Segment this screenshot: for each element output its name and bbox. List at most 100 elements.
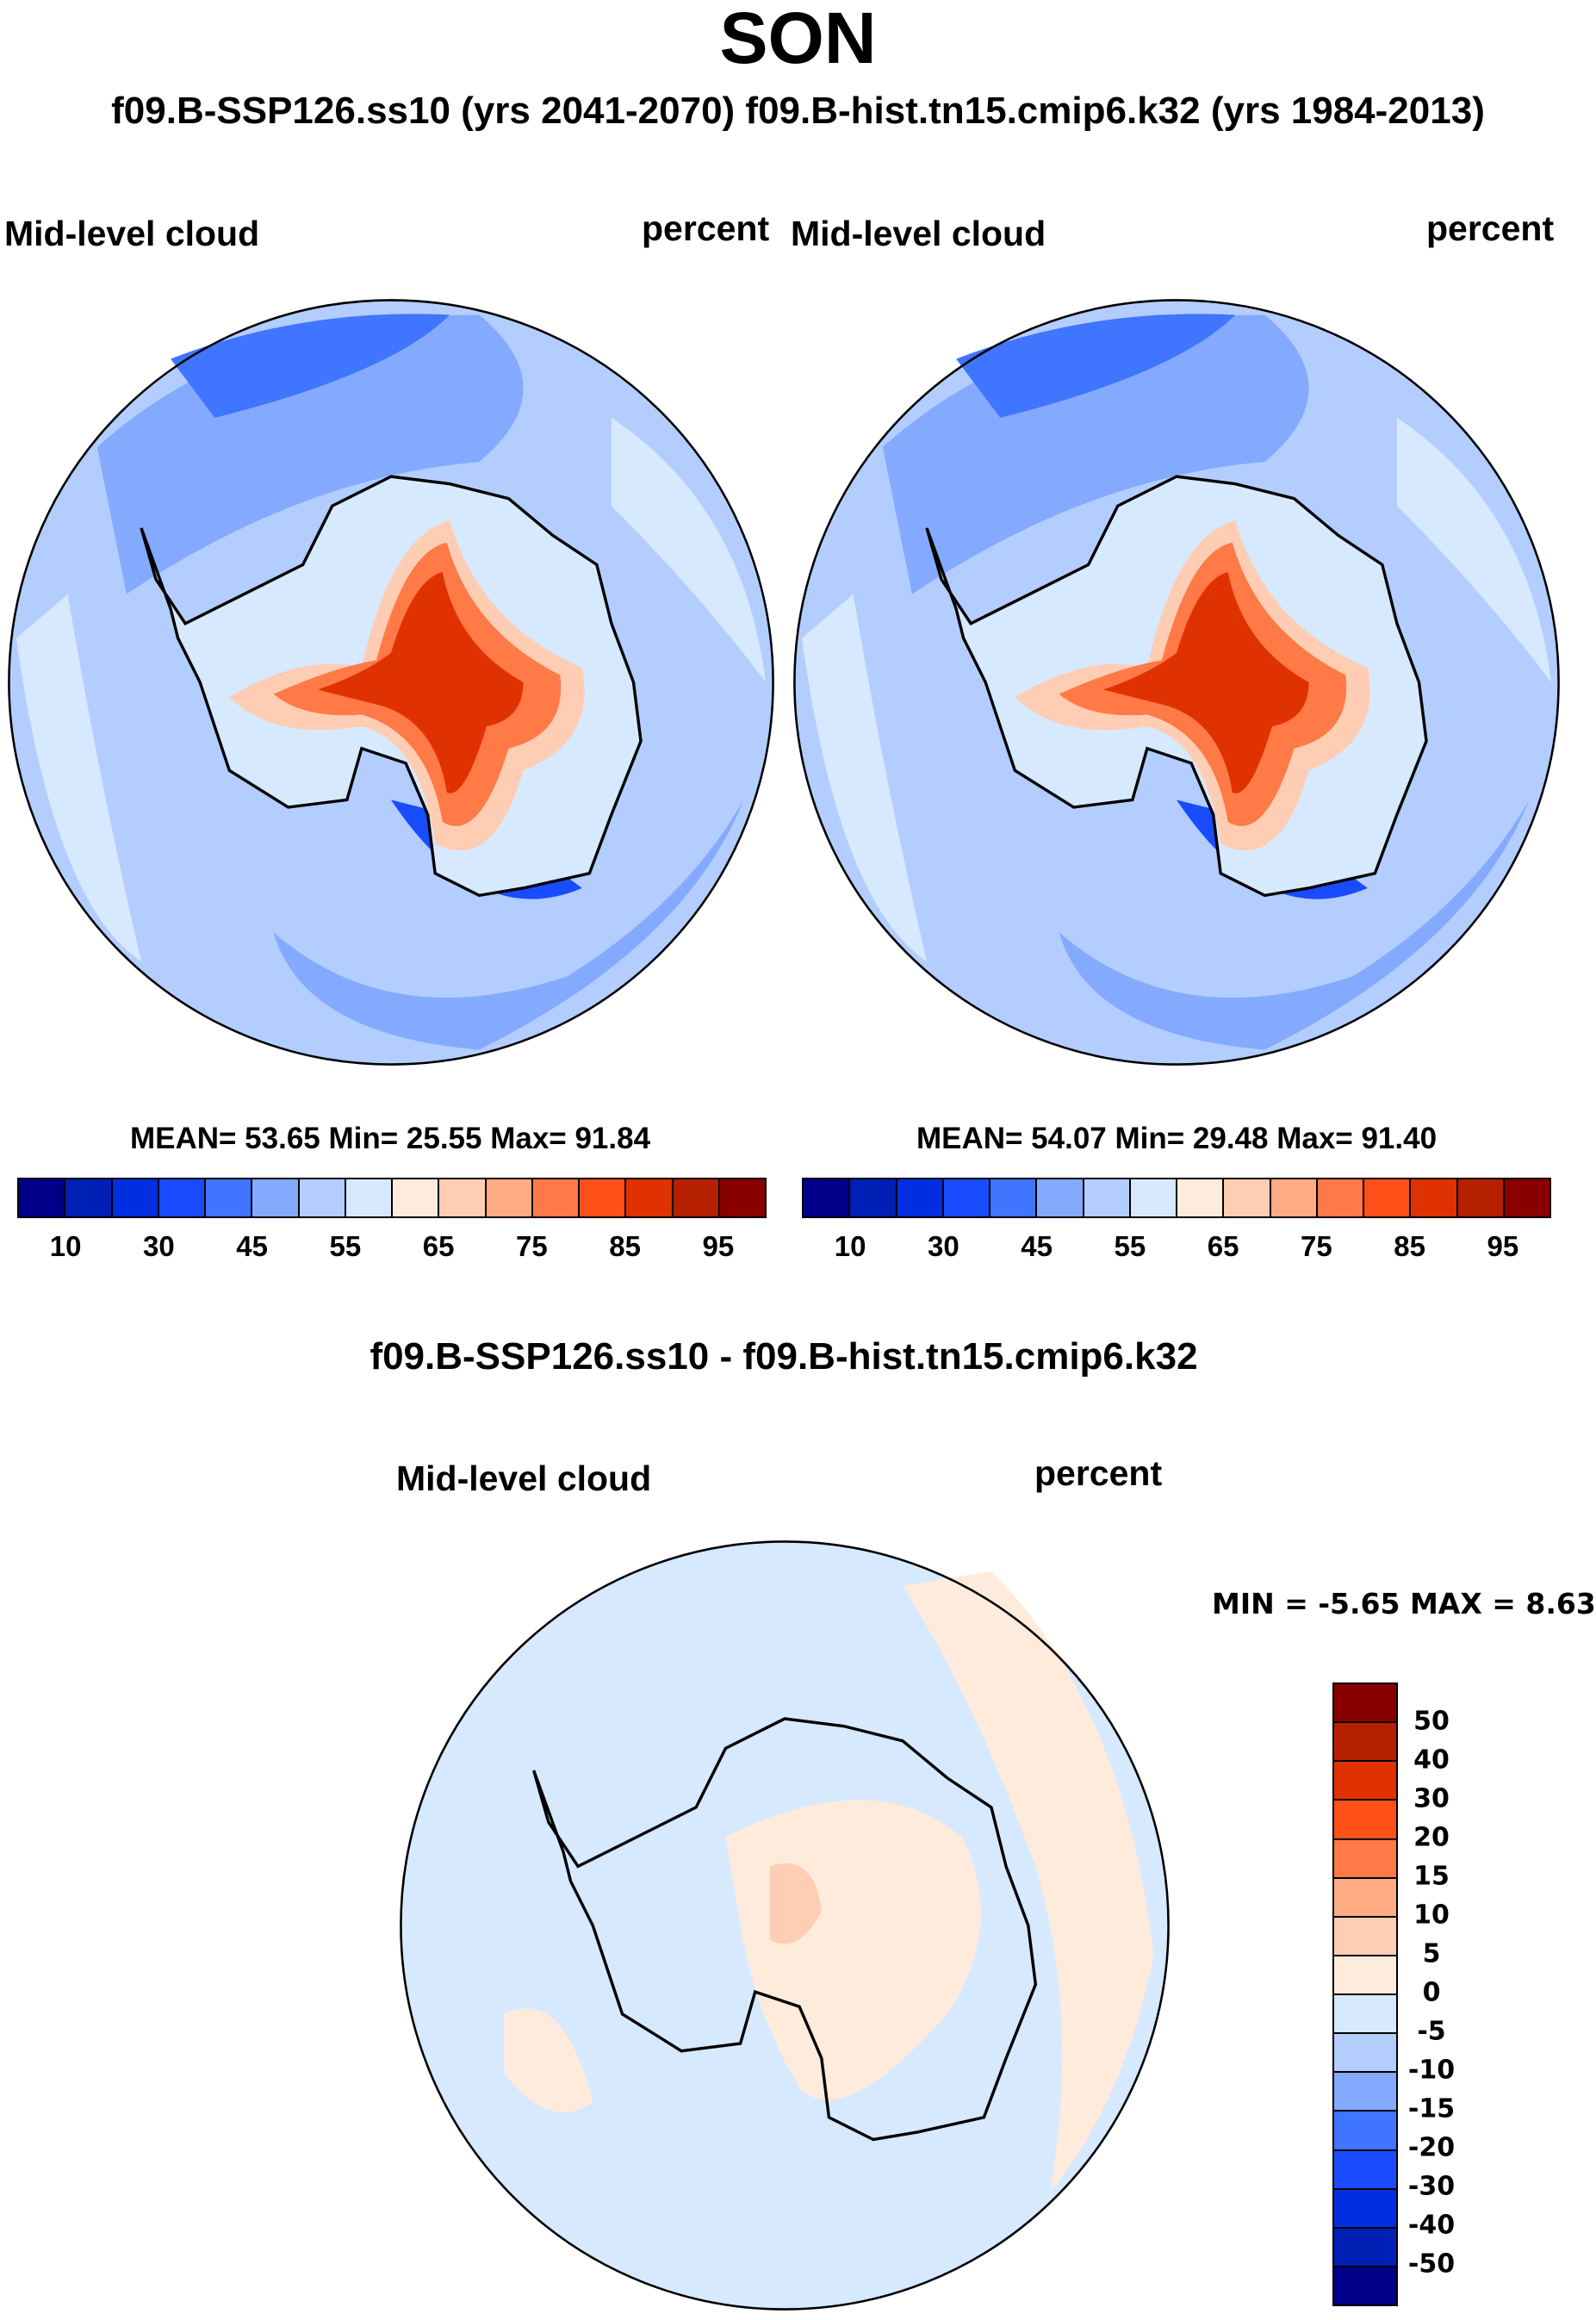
- panel2-polar-map: [793, 299, 1560, 1066]
- colorbar-tick-label: 95: [1487, 1230, 1519, 1262]
- colorbar-tick-label: 75: [516, 1230, 548, 1262]
- colorbar-tick-label: 10: [1413, 1900, 1450, 1931]
- figure-title: SON: [719, 0, 877, 78]
- colorbar-box: [1334, 2267, 1396, 2304]
- panel2-units: percent: [1426, 208, 1555, 248]
- antarctica-coastline: [925, 475, 1428, 898]
- colorbar-box: [1224, 1179, 1271, 1216]
- diff-units: percent: [1034, 1453, 1163, 1493]
- colorbar-box: [1364, 1179, 1412, 1216]
- colorbar-box: [1317, 1179, 1364, 1216]
- diff-stats: MIN = -5.65 MAX = 8.63: [1212, 1587, 1596, 1620]
- colorbar-box: [1334, 2073, 1396, 2112]
- panel1-colorbar: [17, 1178, 767, 1218]
- colorbar-box: [1130, 1179, 1177, 1216]
- colorbar-box: [1334, 2034, 1396, 2074]
- map-boundary: [8, 299, 774, 1066]
- colorbar-box: [1177, 1179, 1225, 1216]
- colorbar-tick-label: 30: [928, 1230, 959, 1262]
- colorbar-box: [897, 1179, 944, 1216]
- colorbar-tick-label: 40: [1413, 1745, 1450, 1776]
- colorbar-tick-label: -5: [1417, 2016, 1446, 2047]
- colorbar-tick-label: -40: [1407, 2210, 1456, 2241]
- colorbar-box: [943, 1179, 991, 1216]
- colorbar-tick-label: 75: [1301, 1230, 1332, 1262]
- colorbar-box: [1334, 2189, 1396, 2229]
- colorbar-box: [1504, 1179, 1549, 1216]
- colorbar-tick-label: 15: [1413, 1861, 1450, 1892]
- colorbar-box: [1334, 1956, 1396, 1995]
- colorbar-box: [486, 1179, 533, 1216]
- colorbar-tick-label: 85: [1394, 1230, 1425, 1262]
- colorbar-box: [1334, 1917, 1396, 1956]
- colorbar-tick-label: 20: [1413, 1822, 1450, 1853]
- colorbar-box: [1334, 2112, 1396, 2151]
- panel2-stats: MEAN= 54.07 Min= 29.48 Max= 91.40: [916, 1122, 1438, 1155]
- colorbar-box: [1334, 1684, 1396, 1724]
- colorbar-box: [850, 1179, 897, 1216]
- colorbar-tick-label: 30: [143, 1230, 175, 1262]
- panel2-variable: Mid-level cloud: [791, 214, 1046, 253]
- colorbar-box: [345, 1179, 393, 1216]
- colorbar-box: [1334, 1762, 1396, 1801]
- colorbar-box: [1457, 1179, 1505, 1216]
- antarctica-coastline: [532, 1717, 1038, 2142]
- colorbar-tick-label: 5: [1422, 1938, 1441, 1969]
- colorbar-tick-label: 45: [236, 1230, 268, 1262]
- colorbar-tick-label: 55: [329, 1230, 362, 1262]
- colorbar-box: [1334, 1723, 1396, 1763]
- colorbar-box: [1334, 1801, 1396, 1840]
- colorbar-box: [65, 1179, 113, 1216]
- colorbar-box: [252, 1179, 300, 1216]
- colorbar-tick-label: 95: [702, 1230, 735, 1262]
- colorbar-box: [580, 1179, 627, 1216]
- colorbar-tick-label: 65: [422, 1230, 455, 1262]
- colorbar-tick-label: 85: [609, 1230, 641, 1262]
- figure-subtitle: f09.B-SSP126.ss10 (yrs 2041-2070) f09.B-…: [111, 90, 1485, 132]
- panel1-stats: MEAN= 53.65 Min= 25.55 Max= 91.84: [129, 1122, 651, 1155]
- colorbar-tick-label: -30: [1407, 2171, 1456, 2202]
- colorbar-box: [719, 1179, 765, 1216]
- colorbar-tick-label: 65: [1207, 1230, 1239, 1262]
- colorbar-box: [532, 1179, 580, 1216]
- map-boundary: [793, 299, 1560, 1066]
- colorbar-box: [1334, 2228, 1396, 2267]
- colorbar-tick-label: 30: [1413, 1783, 1450, 1814]
- colorbar-tick-label: 10: [834, 1230, 866, 1262]
- colorbar-box: [439, 1179, 487, 1216]
- colorbar-box: [393, 1179, 440, 1216]
- colorbar-box: [19, 1179, 66, 1216]
- colorbar-tick-label: -20: [1407, 2132, 1456, 2163]
- colorbar-box: [206, 1179, 253, 1216]
- colorbar-box: [1270, 1179, 1318, 1216]
- colorbar-tick-label: -50: [1407, 2248, 1456, 2280]
- colorbar-box: [673, 1179, 720, 1216]
- colorbar-box: [804, 1179, 851, 1216]
- map-boundary: [400, 1540, 1170, 2311]
- panel1-polar-map: [8, 299, 774, 1066]
- colorbar-tick-label: 10: [49, 1230, 82, 1262]
- colorbar-tick-label: 45: [1021, 1230, 1053, 1262]
- colorbar-box: [1334, 1839, 1396, 1879]
- colorbar-box: [1334, 1878, 1396, 1918]
- diff-colorbar: [1332, 1682, 1398, 2306]
- diff-variable: Mid-level cloud: [396, 1459, 652, 1498]
- colorbar-box: [1037, 1179, 1084, 1216]
- panel1-units: percent: [642, 208, 770, 248]
- colorbar-box: [1334, 1995, 1396, 2035]
- colorbar-box: [1411, 1179, 1458, 1216]
- colorbar-box: [112, 1179, 159, 1216]
- colorbar-tick-label: -15: [1407, 2093, 1456, 2124]
- colorbar-tick-label: 50: [1413, 1706, 1450, 1737]
- colorbar-tick-label: 0: [1422, 1977, 1441, 2008]
- diff-title: f09.B-SSP126.ss10 - f09.B-hist.tn15.cmip…: [370, 1335, 1198, 1378]
- colorbar-box: [299, 1179, 346, 1216]
- difference-polar-map: [400, 1540, 1170, 2311]
- colorbar-tick-label: 55: [1114, 1230, 1146, 1262]
- colorbar-box: [626, 1179, 674, 1216]
- antarctica-coastline: [140, 475, 643, 898]
- panel2-colorbar: [802, 1178, 1551, 1218]
- colorbar-box: [991, 1179, 1038, 1216]
- colorbar-box: [1334, 2150, 1396, 2190]
